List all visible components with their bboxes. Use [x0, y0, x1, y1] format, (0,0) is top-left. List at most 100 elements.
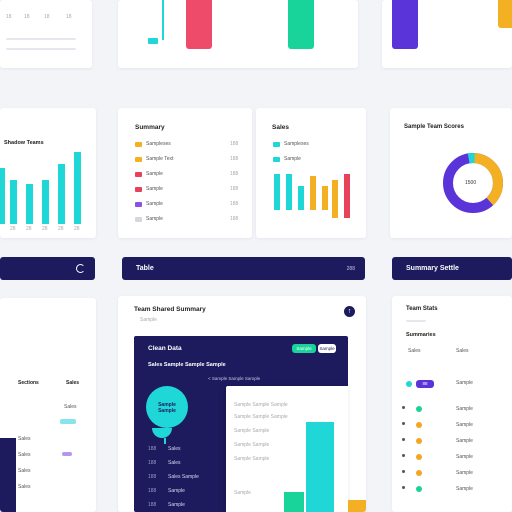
chart-bar [26, 184, 33, 224]
row-label: Sample [456, 454, 473, 460]
legend-swatch [135, 217, 142, 222]
top-bar-green [288, 0, 314, 49]
card-title: Shadow Teams [4, 140, 44, 146]
top-center-card [118, 0, 358, 68]
chart-bar [298, 186, 304, 210]
legend-label: Sampleses [284, 141, 309, 147]
info-icon[interactable]: ↑ [344, 306, 355, 317]
row-marker [402, 486, 405, 489]
dark-list-value: 188 [148, 446, 157, 452]
navbar-label[interactable]: Summary Settle [406, 265, 459, 272]
card-title: Sample Team Scores [404, 124, 464, 130]
chart-bar [42, 180, 49, 224]
legend-label: Sample [146, 171, 163, 177]
bubble-text: Sample Sample [158, 402, 176, 414]
legend-swatch [135, 202, 142, 207]
chart-bar [286, 174, 292, 210]
chart-bar [310, 176, 316, 210]
navbar-right-value: 288 [346, 265, 355, 272]
row-label: Sample [456, 438, 473, 444]
legend-swatch [273, 142, 280, 147]
top-bar-amber [498, 0, 512, 28]
chart-bar [0, 168, 5, 224]
status-dot [416, 486, 422, 492]
top-bar-coral [186, 0, 212, 49]
top-col-label: 18 [6, 14, 12, 20]
column-header: Sales [456, 348, 469, 354]
legend-value: 188 [230, 171, 239, 177]
top-col-label: 18 [66, 14, 72, 20]
status-dot [416, 454, 422, 460]
right-navbar[interactable]: Summary Settle [392, 257, 512, 280]
amber-corner [348, 500, 366, 512]
legend-label: Sample Text [146, 156, 174, 162]
overlay-line: Sample Sample Sample [234, 402, 288, 408]
teal-bubble-pin [164, 438, 166, 444]
column-header: Sales [408, 348, 421, 354]
mini-chart-card: Sales Sampleses Sample [256, 108, 366, 238]
overlay-breadcrumb[interactable]: < Sample Sample Sample [208, 376, 261, 381]
dark-panel-subheader: Sales Sample Sample Sample [148, 362, 226, 368]
legend-label: Sample [284, 156, 301, 162]
row-label: Sample [456, 486, 473, 492]
overlay-line: Sample [234, 490, 251, 496]
left-bottom-card: Sections Sales Sales Sales Sales Sales S… [0, 298, 96, 512]
legend-value: 188 [230, 201, 239, 207]
legend-swatch [135, 187, 142, 192]
count-badge: 88 [416, 380, 434, 388]
chart-bar [322, 186, 328, 210]
top-bar-purple [392, 0, 418, 49]
value-pill [62, 452, 72, 456]
top-col-label: 18 [44, 14, 50, 20]
row-label: Sample [456, 470, 473, 476]
cell-value: Sales [18, 452, 31, 458]
legend-swatch [135, 157, 142, 162]
legend-swatch [135, 142, 142, 147]
status-dot [416, 438, 422, 444]
toggle-dot[interactable] [406, 381, 412, 387]
row-marker [402, 454, 405, 457]
legend-value: 188 [230, 141, 239, 147]
navbar-label[interactable]: Table [136, 265, 154, 272]
top-left-line [6, 48, 76, 50]
dark-list-item: Sales [168, 460, 181, 466]
dark-list-value: 188 [148, 502, 157, 508]
chart-bar [274, 174, 280, 210]
cell-value: Sales [18, 484, 31, 490]
legend-value: 188 [230, 156, 239, 162]
overlay-line: Sample Sample [234, 456, 270, 462]
left-navbar[interactable] [0, 257, 95, 280]
card-title: Summary [135, 124, 165, 131]
donut-card: Sample Team Scores 1500 [390, 108, 512, 238]
top-left-line [6, 38, 76, 40]
cell-value: Sales [18, 468, 31, 474]
panel-subtitle: Sample [140, 317, 157, 323]
white-badge[interactable]: Sample [318, 344, 336, 353]
top-teal-marker [148, 38, 158, 44]
top-col-label: 18 [24, 14, 30, 20]
overlay-bar-green [284, 492, 304, 512]
chart-bar [10, 180, 17, 224]
chart-bar [58, 164, 65, 224]
teal-bar-card: Shadow Teams 28 28 28 28 28 [0, 108, 96, 238]
axis-label: 28 [10, 226, 16, 232]
legend-swatch [135, 172, 142, 177]
row-marker [402, 438, 405, 441]
row-marker [402, 422, 405, 425]
section-title: Summaries [406, 332, 436, 338]
value-pill [60, 419, 76, 424]
teal-bubble [146, 386, 188, 428]
card-title: Sales [272, 124, 289, 131]
overlay-line: Sample Sample [234, 442, 270, 448]
chart-bar [344, 174, 350, 218]
dark-list-value: 188 [148, 460, 157, 466]
row-label: Sample [456, 422, 473, 428]
row-label: Sample [456, 380, 473, 386]
teal-bubble-tail [152, 428, 172, 438]
middle-navbar[interactable]: Table 288 [122, 257, 365, 280]
top-left-card [0, 0, 92, 68]
axis-label: 28 [74, 226, 80, 232]
green-badge[interactable]: Sample [292, 344, 316, 353]
dark-list-item: Sample [168, 488, 185, 494]
refresh-icon[interactable] [76, 264, 85, 273]
